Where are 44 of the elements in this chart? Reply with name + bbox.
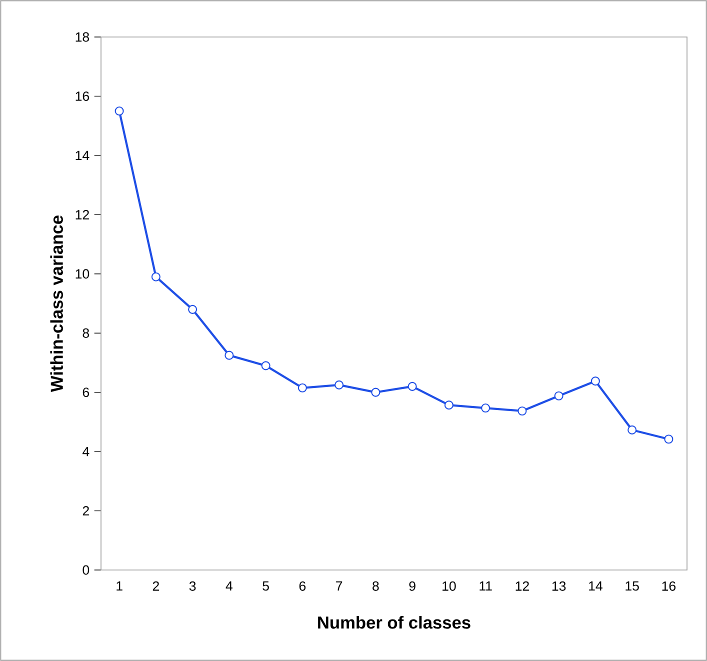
x-tick-label: 9 xyxy=(409,581,416,591)
y-tick-label: 12 xyxy=(76,210,89,220)
y-tick-label: 16 xyxy=(76,92,90,101)
y-tick-label: 10 xyxy=(76,269,90,279)
x-tick-label: 15 xyxy=(626,581,639,591)
x-tick-label: 4 xyxy=(226,581,233,591)
point xyxy=(334,380,344,390)
y-tick-label: 0 xyxy=(82,565,90,575)
point xyxy=(590,376,600,386)
x-tick-label: 5 xyxy=(262,581,269,591)
y-tick-label: 6 xyxy=(82,388,90,398)
x-tick-label: 3 xyxy=(189,581,196,591)
point xyxy=(554,391,564,400)
point xyxy=(628,425,637,434)
point xyxy=(444,400,454,410)
x-tick-label: 6 xyxy=(299,581,306,591)
point xyxy=(114,106,124,116)
x-tick-label: 10 xyxy=(442,581,456,591)
y-tick-label: 14 xyxy=(76,150,90,160)
x-tick-label: 11 xyxy=(480,581,492,591)
point xyxy=(188,304,198,314)
x-tick-label: 16 xyxy=(662,581,676,591)
point xyxy=(224,350,234,360)
y-tick-label: 4 xyxy=(82,446,90,456)
point xyxy=(481,403,490,413)
point xyxy=(298,383,307,392)
y-tick-label: 2 xyxy=(82,506,89,516)
point xyxy=(151,272,160,282)
point xyxy=(371,388,380,397)
x-tick-label: 14 xyxy=(589,581,602,591)
point xyxy=(664,434,674,444)
x-tick-label: 1 xyxy=(116,581,122,591)
x-tick-label: 13 xyxy=(552,581,566,591)
y-tick-label: 8 xyxy=(82,328,90,338)
y-tick-label: 18 xyxy=(76,32,90,42)
point xyxy=(261,361,270,370)
point xyxy=(518,406,527,416)
x-tick-label: 2 xyxy=(152,581,159,591)
x-tick-label: 8 xyxy=(372,581,379,591)
point xyxy=(408,382,417,391)
x-axis-title: Number of classes xyxy=(318,616,470,629)
x-tick-label: 7 xyxy=(336,581,342,591)
x-tick-label: 12 xyxy=(516,581,529,591)
y-axis-title: Within-class variance xyxy=(50,216,63,392)
